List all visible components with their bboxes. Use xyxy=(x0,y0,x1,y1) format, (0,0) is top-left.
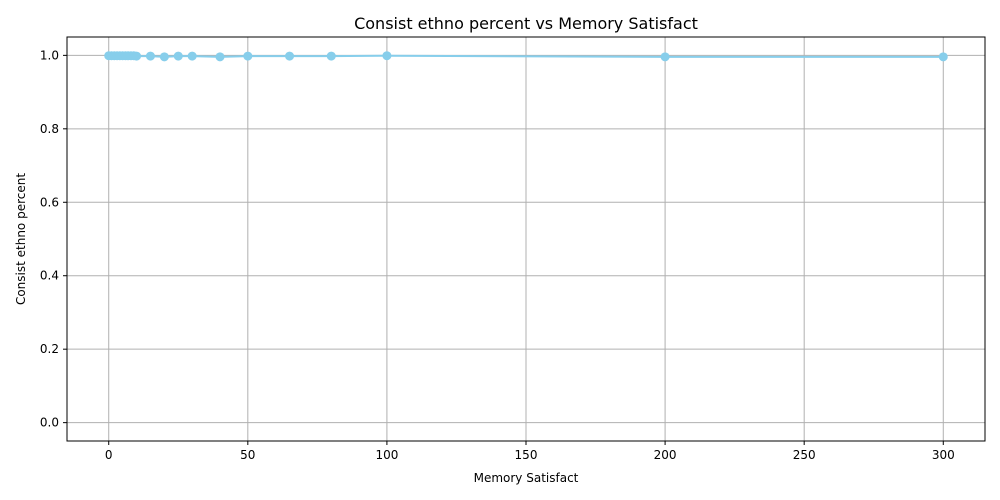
data-point xyxy=(159,52,169,62)
data-point xyxy=(145,51,155,61)
data-point xyxy=(173,51,183,61)
y-tick-label: 1.0 xyxy=(40,48,59,62)
x-tick-label: 200 xyxy=(654,448,677,462)
grid-layer xyxy=(67,37,985,441)
x-tick-label: 100 xyxy=(375,448,398,462)
data-point xyxy=(938,52,948,62)
data-point xyxy=(132,51,142,61)
y-tick-label: 0.4 xyxy=(40,269,59,283)
x-tick-label: 0 xyxy=(105,448,113,462)
x-tick-label: 50 xyxy=(240,448,255,462)
data-point xyxy=(382,51,392,61)
y-tick-label: 0.8 xyxy=(40,122,59,136)
data-point xyxy=(660,52,670,62)
x-tick-label: 250 xyxy=(793,448,816,462)
data-point xyxy=(285,51,295,61)
data-point xyxy=(187,51,197,61)
series-layer xyxy=(104,51,948,62)
x-tick-label: 150 xyxy=(515,448,538,462)
x-tick-label: 300 xyxy=(932,448,955,462)
y-axis-label: Consist ethno percent xyxy=(14,173,28,305)
data-point xyxy=(243,51,253,61)
data-point xyxy=(215,52,225,62)
x-axis-label: Memory Satisfact xyxy=(474,471,579,485)
series-line xyxy=(108,54,944,58)
y-tick-label: 0.0 xyxy=(40,416,59,430)
y-tick-label: 0.6 xyxy=(40,195,59,209)
tick-layer: 0 50 100 150 200 250 300 0.0 0.2 0.4 0.6 0.8 1.0 xyxy=(40,48,955,462)
chart-title: Consist ethno percent vs Memory Satisfac… xyxy=(354,14,698,33)
data-point xyxy=(326,51,336,61)
y-tick-label: 0.2 xyxy=(40,342,59,356)
